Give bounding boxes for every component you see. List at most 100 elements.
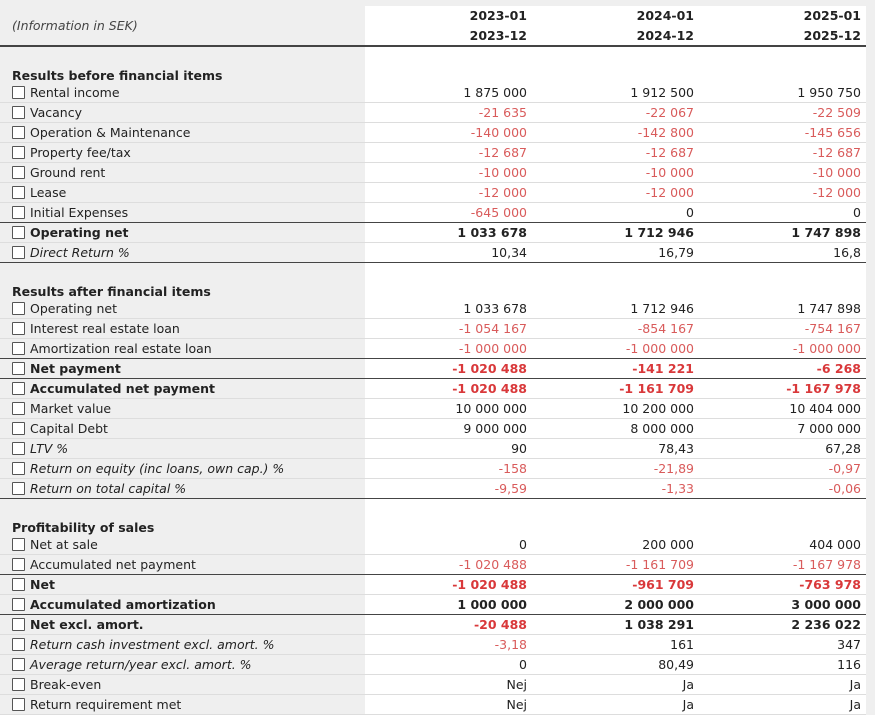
row-label: Return on total capital % xyxy=(30,481,187,496)
row-label-cell[interactable]: Operation & Maintenance xyxy=(0,123,360,143)
row-label: Ground rent xyxy=(30,165,106,180)
row-label: Accumulated amortization xyxy=(30,597,216,612)
row-checkbox[interactable] xyxy=(12,402,25,415)
row-label-cell[interactable]: LTV % xyxy=(0,439,360,459)
row-checkbox[interactable] xyxy=(12,246,25,259)
value-cell: -854 167 xyxy=(532,319,699,339)
row-checkbox[interactable] xyxy=(12,166,25,179)
row-label-cell[interactable]: Average return/year excl. amort. % xyxy=(0,655,360,675)
row-label-cell[interactable]: Market value xyxy=(0,399,360,419)
row-label-cell[interactable]: Break-even xyxy=(0,675,360,695)
row-checkbox[interactable] xyxy=(12,206,25,219)
value-text: -9,59 xyxy=(494,481,527,496)
gap-cell xyxy=(360,535,365,555)
row-label-cell[interactable]: Net at sale xyxy=(0,535,360,555)
row-checkbox[interactable] xyxy=(12,578,25,591)
row-label: Market value xyxy=(30,401,112,416)
value-text: Ja xyxy=(849,697,861,712)
row-label-cell[interactable]: Net xyxy=(0,575,360,595)
row-checkbox[interactable] xyxy=(12,106,25,119)
gap-cell xyxy=(360,595,365,615)
value-text: Ja xyxy=(682,677,694,692)
row-label-cell[interactable]: Return on equity (inc loans, own cap.) % xyxy=(0,459,360,479)
value-text: -141 221 xyxy=(632,361,694,376)
value-cell: -961 709 xyxy=(532,575,699,595)
row-label-cell[interactable]: Property fee/tax xyxy=(0,143,360,163)
value-text: 116 xyxy=(837,657,861,672)
value-cell: Nej xyxy=(365,695,532,715)
gap-cell xyxy=(360,459,365,479)
row-checkbox[interactable] xyxy=(12,538,25,551)
row-label-cell[interactable]: Return on total capital % xyxy=(0,479,360,499)
row-checkbox[interactable] xyxy=(12,146,25,159)
value-cell: 7 000 000 xyxy=(699,419,866,439)
value-text: 10 200 000 xyxy=(622,401,694,416)
row-checkbox[interactable] xyxy=(12,658,25,671)
value-cell: Ja xyxy=(699,675,866,695)
value-text: 10 404 000 xyxy=(789,401,861,416)
value-cell: 0 xyxy=(532,203,699,223)
row-label-cell[interactable]: Vacancy xyxy=(0,103,360,123)
row-checkbox[interactable] xyxy=(12,698,25,711)
row-label-cell[interactable]: Net payment xyxy=(0,359,360,379)
row-checkbox[interactable] xyxy=(12,618,25,631)
gap-cell xyxy=(360,263,365,281)
row-label-cell[interactable]: Amortization real estate loan xyxy=(0,339,360,359)
value-text: 0 xyxy=(853,205,861,220)
row-checkbox[interactable] xyxy=(12,362,25,375)
row-checkbox[interactable] xyxy=(12,382,25,395)
value-spacer xyxy=(365,65,532,83)
row-label: LTV % xyxy=(30,441,69,456)
value-cell: 0 xyxy=(365,535,532,555)
row-checkbox[interactable] xyxy=(12,442,25,455)
row-checkbox[interactable] xyxy=(12,422,25,435)
value-text: 1 033 678 xyxy=(457,225,527,240)
row-label-cell[interactable]: Net excl. amort. xyxy=(0,615,360,635)
gap-cell xyxy=(360,655,365,675)
period-header-2: 2024-01 2024-12 xyxy=(532,6,699,47)
value-cell: -12 000 xyxy=(699,183,866,203)
row-checkbox[interactable] xyxy=(12,322,25,335)
row-label-cell[interactable]: Direct Return % xyxy=(0,243,360,263)
row-checkbox[interactable] xyxy=(12,342,25,355)
row-label-cell[interactable]: Return cash investment excl. amort. % xyxy=(0,635,360,655)
value-cell: 9 000 000 xyxy=(365,419,532,439)
row-label-cell[interactable]: Ground rent xyxy=(0,163,360,183)
row-label-cell[interactable]: Rental income xyxy=(0,83,360,103)
row-checkbox[interactable] xyxy=(12,638,25,651)
gap-cell xyxy=(360,555,365,575)
row-checkbox[interactable] xyxy=(12,226,25,239)
row-label-cell[interactable]: Accumulated net payment xyxy=(0,555,360,575)
value-cell: 116 xyxy=(699,655,866,675)
row-label-cell[interactable]: Lease xyxy=(0,183,360,203)
row-checkbox[interactable] xyxy=(12,678,25,691)
value-cell: -145 656 xyxy=(699,123,866,143)
row-label-cell[interactable]: Interest real estate loan xyxy=(0,319,360,339)
gap-cell xyxy=(360,379,365,399)
gap-cell xyxy=(360,6,365,47)
row-checkbox[interactable] xyxy=(12,482,25,495)
row-label: Property fee/tax xyxy=(30,145,131,160)
row-checkbox[interactable] xyxy=(12,302,25,315)
row-checkbox[interactable] xyxy=(12,558,25,571)
section-title-text: Results before financial items xyxy=(12,68,223,83)
row-checkbox[interactable] xyxy=(12,462,25,475)
spacer xyxy=(0,263,360,281)
value-text: 1 747 898 xyxy=(791,225,861,240)
row-checkbox[interactable] xyxy=(12,186,25,199)
row-label-cell[interactable]: Operating net xyxy=(0,223,360,243)
row-label: Operating net xyxy=(30,225,129,240)
row-label-cell[interactable]: Operating net xyxy=(0,299,360,319)
value-cell: -1 020 488 xyxy=(365,379,532,399)
gap-cell xyxy=(360,103,365,123)
row-checkbox[interactable] xyxy=(12,598,25,611)
value-cell: 2 000 000 xyxy=(532,595,699,615)
row-label-cell[interactable]: Capital Debt xyxy=(0,419,360,439)
row-label-cell[interactable]: Initial Expenses xyxy=(0,203,360,223)
row-checkbox[interactable] xyxy=(12,86,25,99)
row-checkbox[interactable] xyxy=(12,126,25,139)
row-label-cell[interactable]: Return requirement met xyxy=(0,695,360,715)
row-label-cell[interactable]: Accumulated amortization xyxy=(0,595,360,615)
row-label-cell[interactable]: Accumulated net payment xyxy=(0,379,360,399)
value-cell: -1 020 488 xyxy=(365,575,532,595)
